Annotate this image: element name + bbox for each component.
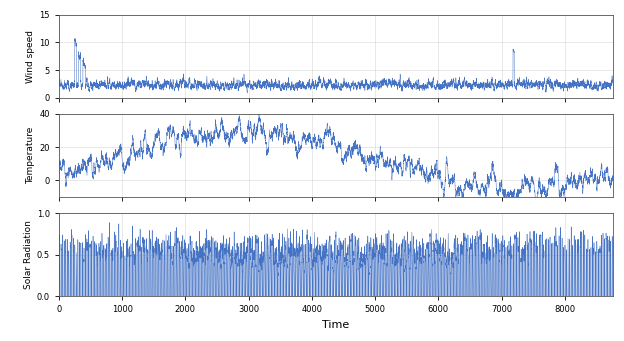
Y-axis label: Solar Radiation: Solar Radiation — [24, 220, 32, 289]
X-axis label: Time: Time — [322, 320, 349, 330]
Y-axis label: Temperature: Temperature — [26, 127, 35, 184]
Y-axis label: Wind speed: Wind speed — [26, 30, 35, 83]
